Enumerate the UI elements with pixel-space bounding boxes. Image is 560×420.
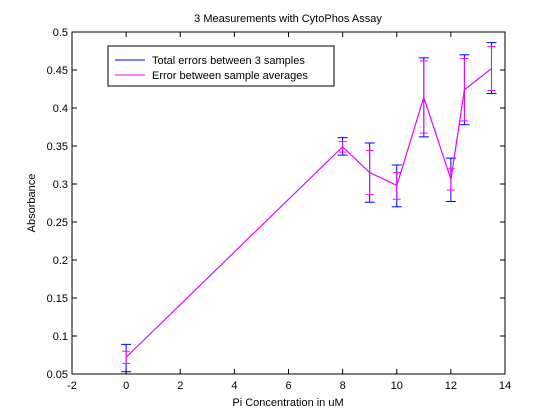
legend-label-total-errors: Total errors between 3 samples bbox=[152, 55, 305, 67]
series-line bbox=[125, 68, 492, 358]
x-axis: -2 0 2 4 6 8 10 12 14 bbox=[67, 32, 511, 392]
x-tick-label: 14 bbox=[499, 380, 511, 392]
error-bar bbox=[392, 172, 401, 200]
error-bar bbox=[365, 150, 374, 196]
error-bar bbox=[338, 140, 347, 153]
error-bar bbox=[122, 350, 131, 364]
y-tick-label: 0.3 bbox=[53, 179, 68, 191]
y-tick-label: 0.05 bbox=[47, 369, 68, 381]
x-tick-label: 2 bbox=[177, 380, 183, 392]
y-tick-label: 0.15 bbox=[47, 293, 68, 305]
y-tick-label: 0.45 bbox=[47, 65, 68, 77]
x-tick-label: 8 bbox=[340, 380, 346, 392]
y-tick-label: 0.2 bbox=[53, 255, 68, 267]
x-tick-label: 0 bbox=[123, 380, 129, 392]
x-tick-label: 12 bbox=[445, 380, 457, 392]
x-tick-label: 10 bbox=[391, 380, 403, 392]
y-tick-label: 0.5 bbox=[53, 27, 68, 39]
x-axis-label: Pi Concentration in uM bbox=[232, 397, 343, 409]
error-bar bbox=[487, 45, 496, 92]
legend: Total errors between 3 samples Error bet… bbox=[107, 45, 335, 87]
error-bar bbox=[446, 168, 455, 191]
y-tick-label: 0.1 bbox=[53, 331, 68, 343]
y-axis-label: Absorbance bbox=[26, 174, 38, 233]
y-tick-label: 0.4 bbox=[53, 103, 68, 115]
plot-area bbox=[71, 31, 506, 375]
error-bar bbox=[419, 60, 428, 134]
series-layer bbox=[121, 42, 497, 373]
legend-box bbox=[107, 45, 335, 87]
series-1 bbox=[122, 45, 496, 364]
y-axis: 0.05 0.1 0.15 0.2 0.25 0.3 0.35 0.4 0.45 0.5 bbox=[47, 27, 505, 381]
legend-label-average-errors: Error between sample averages bbox=[152, 70, 308, 82]
x-tick-label: -2 bbox=[67, 380, 77, 392]
error-bar bbox=[460, 58, 469, 122]
y-tick-label: 0.35 bbox=[47, 141, 68, 153]
y-tick-label: 0.25 bbox=[47, 217, 68, 229]
x-tick-label: 6 bbox=[285, 380, 291, 392]
x-tick-label: 4 bbox=[231, 380, 237, 392]
chart-title: 3 Measurements with CytoPhos Assay bbox=[194, 13, 382, 25]
